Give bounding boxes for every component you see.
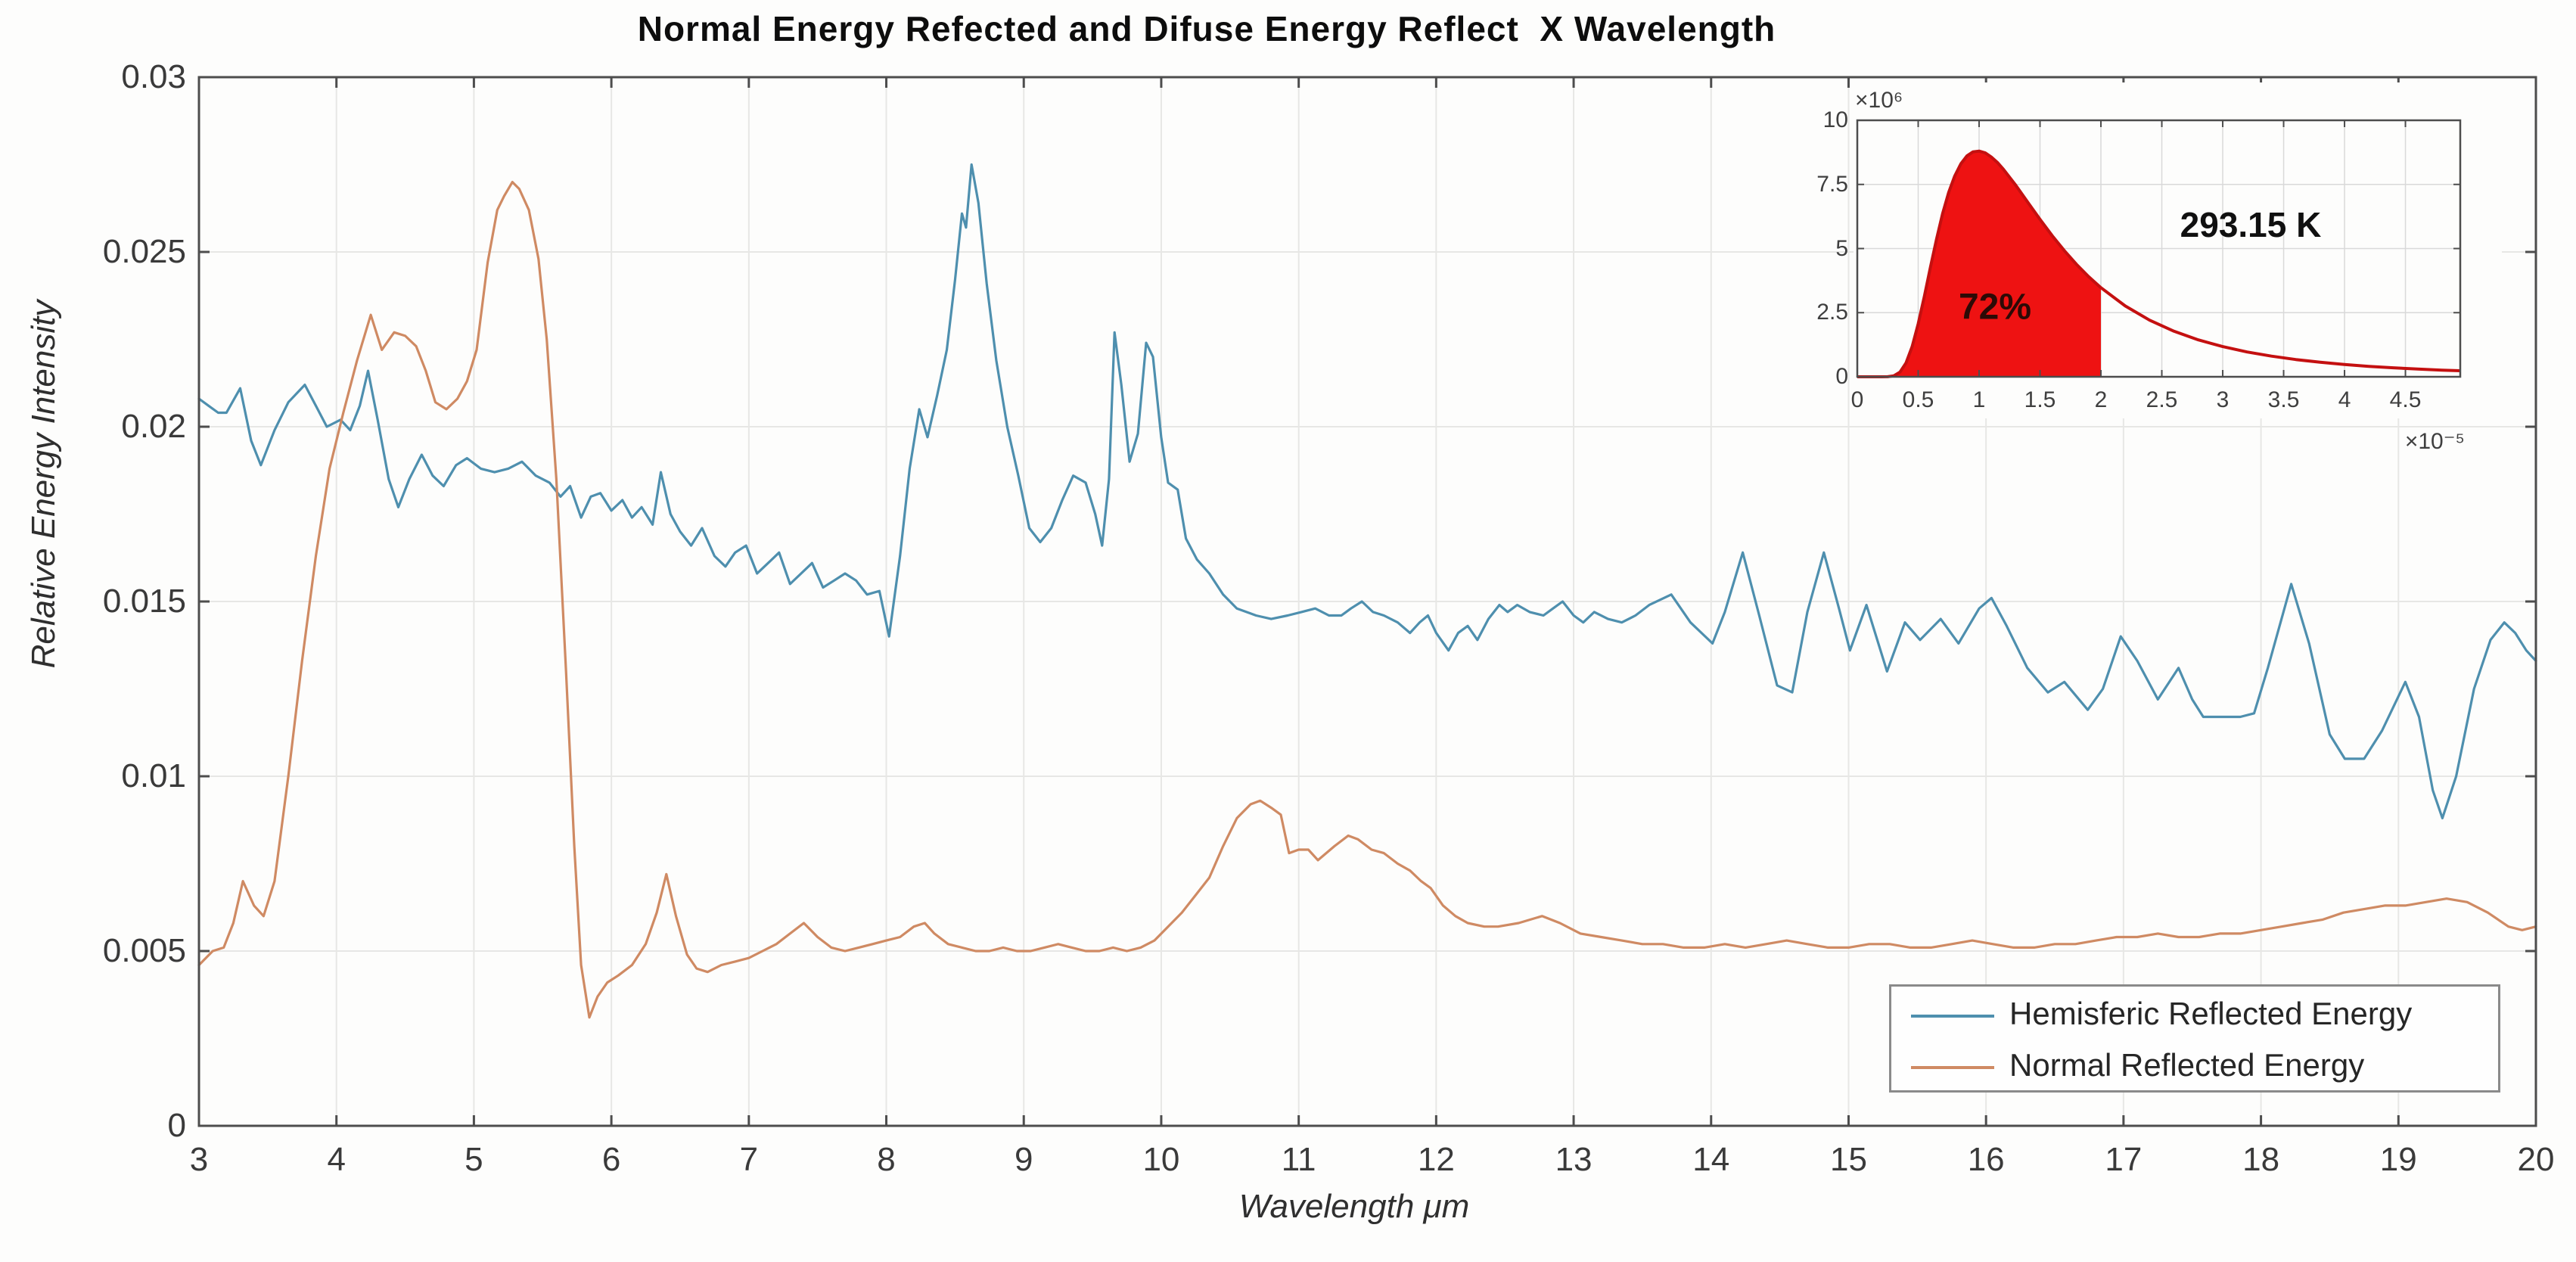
inset-x-tick-label: 0	[1850, 387, 1864, 412]
legend-item-normal: Normal Reflected Energy	[1891, 1040, 2498, 1092]
inset-x-tick-label: 2	[2094, 387, 2108, 412]
x-tick-label: 6	[601, 1141, 621, 1178]
legend-item-hemisferic: Hemisferic Reflected Energy	[1891, 989, 2498, 1040]
y-tick-label: 0.03	[121, 58, 186, 95]
x-tick-label: 16	[1967, 1141, 2005, 1178]
x-tick-label: 20	[2517, 1141, 2555, 1178]
x-tick-label: 10	[1142, 1141, 1180, 1178]
x-tick-label: 11	[1281, 1141, 1316, 1178]
legend-box: Hemisferic Reflected Energy Normal Refle…	[1889, 984, 2500, 1093]
y-tick-label: 0.025	[102, 233, 186, 270]
inset-y-tick-label: 2.5	[1816, 300, 1848, 325]
x-tick-label: 7	[739, 1141, 759, 1178]
x-tick-label: 8	[877, 1141, 896, 1178]
y-axis-label: Relative Energy Intensity	[25, 300, 62, 669]
x-tick-label: 5	[465, 1141, 483, 1178]
x-tick-label: 12	[1417, 1141, 1455, 1178]
y-tick-label: 0.01	[121, 757, 186, 794]
inset-y-exponent-label: ×10⁶	[1855, 88, 1903, 113]
x-tick-label: 15	[1829, 1141, 1867, 1178]
inset-y-tick-label: 10	[1822, 107, 1848, 132]
y-tick-label: 0.015	[102, 583, 186, 620]
y-tick-label: 0.005	[102, 932, 186, 969]
normal-line-swatch	[1911, 1066, 1994, 1069]
inset-shaded-percent-annotation: 72%	[1958, 287, 2032, 328]
inset-x-tick-label: 1	[1972, 387, 1986, 412]
inset-y-tick-label: 5	[1835, 235, 1848, 261]
inset-shaded-area	[1857, 151, 2101, 377]
y-tick-label: 0	[167, 1107, 186, 1144]
x-tick-label: 4	[327, 1141, 346, 1178]
chart-title: Normal Energy Refected and Difuse Energy…	[637, 9, 1776, 48]
inset-x-tick-label: 2.5	[2146, 387, 2178, 412]
x-tick-label: 18	[2242, 1141, 2280, 1178]
x-tick-label: 9	[1014, 1141, 1033, 1178]
inset-x-tick-label: 0.5	[1902, 387, 1934, 412]
x-tick-label: 3	[189, 1141, 209, 1178]
x-tick-label: 17	[2105, 1141, 2143, 1178]
x-tick-label: 19	[2379, 1141, 2417, 1178]
inset-y-tick-label: 0	[1835, 364, 1848, 389]
inset-x-tick-label: 3	[2216, 387, 2230, 412]
y-tick-label: 0.02	[121, 408, 186, 445]
inset-x-tick-label: 4	[2338, 387, 2351, 412]
inset-x-exponent-label: ×10⁻⁵	[2404, 429, 2465, 454]
x-axis-label: Wavelength μm	[1238, 1188, 1470, 1225]
legend-label-hemisferic: Hemisferic Reflected Energy	[2009, 996, 2413, 1032]
inset-x-tick-label: 3.5	[2267, 387, 2300, 412]
x-tick-label: 13	[1555, 1141, 1593, 1178]
inset-y-tick-label: 7.5	[1816, 171, 1848, 197]
hemisferic-line-swatch	[1911, 1015, 1994, 1018]
inset-planck-curve	[1857, 149, 2461, 378]
inset-x-tick-label: 1.5	[2024, 387, 2056, 412]
legend-label-normal: Normal Reflected Energy	[2009, 1047, 2365, 1083]
normal-series-line	[197, 181, 2537, 1019]
hemisferic-series-line	[197, 163, 2537, 820]
inset-temperature-annotation: 293.15 K	[2180, 205, 2322, 244]
x-tick-label: 14	[1692, 1141, 1730, 1178]
inset-x-tick-label: 4.5	[2389, 387, 2422, 412]
